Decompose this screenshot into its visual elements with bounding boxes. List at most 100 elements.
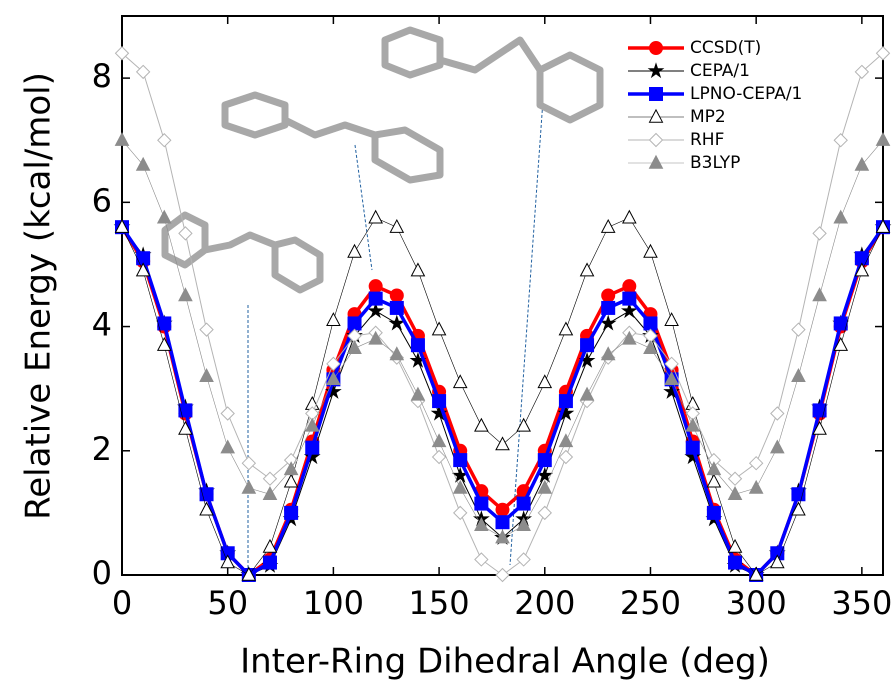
marker xyxy=(433,434,446,446)
marker xyxy=(221,407,234,420)
x-tick-label: 50 xyxy=(207,584,248,622)
y-tick-label: 4 xyxy=(92,306,112,344)
marker xyxy=(158,211,171,223)
y-tick-label: 0 xyxy=(92,554,112,592)
legend-entry: B3LYP xyxy=(628,153,740,173)
marker xyxy=(792,369,805,381)
marker xyxy=(650,110,663,122)
legend-label: CEPA/1 xyxy=(690,61,750,81)
marker xyxy=(623,280,636,293)
marker xyxy=(221,441,234,453)
legend-entry: CCSD(T) xyxy=(628,38,761,58)
legend-entry: CEPA/1 xyxy=(628,61,750,81)
marker xyxy=(792,488,805,501)
marker xyxy=(665,313,678,325)
marker xyxy=(200,369,213,381)
marker xyxy=(390,301,403,314)
y-tick-label: 6 xyxy=(92,181,112,219)
marker xyxy=(475,419,488,431)
marker xyxy=(369,292,382,305)
marker xyxy=(559,395,572,408)
marker xyxy=(517,553,530,566)
marker xyxy=(538,454,551,467)
marker xyxy=(644,317,657,330)
marker xyxy=(327,313,340,325)
marker xyxy=(538,481,551,493)
marker xyxy=(750,481,763,493)
marker xyxy=(411,388,424,400)
legend-entry: MP2 xyxy=(628,107,726,127)
legend-label: LPNO-CEPA/1 xyxy=(690,84,802,104)
x-tick-label: 0 xyxy=(112,584,132,622)
marker xyxy=(538,375,551,387)
marker xyxy=(834,317,847,330)
marker xyxy=(792,323,805,336)
marker xyxy=(116,133,129,145)
y-tick-label: 2 xyxy=(92,430,112,468)
marker xyxy=(158,317,171,330)
x-tick-label: 300 xyxy=(726,584,787,622)
marker xyxy=(771,407,784,420)
x-axis-label: Inter-Ring Dihedral Angle (deg) xyxy=(240,642,770,682)
legend-entry: LPNO-CEPA/1 xyxy=(628,84,802,104)
legend-label: CCSD(T) xyxy=(690,38,761,58)
molecule xyxy=(385,30,600,120)
marker xyxy=(179,288,192,300)
marker xyxy=(581,264,594,276)
marker xyxy=(390,220,403,232)
marker xyxy=(285,506,298,519)
marker xyxy=(650,156,663,168)
marker xyxy=(877,133,890,145)
marker xyxy=(242,457,255,470)
x-tick-label: 200 xyxy=(514,584,575,622)
marker xyxy=(834,134,847,147)
molecule-sketches xyxy=(165,30,600,290)
marker xyxy=(475,553,488,566)
y-tick-label: 8 xyxy=(92,57,112,95)
marker xyxy=(411,339,424,352)
marker xyxy=(623,211,636,223)
marker xyxy=(348,317,361,330)
marker xyxy=(581,339,594,352)
marker xyxy=(750,457,763,470)
marker xyxy=(650,42,663,55)
marker xyxy=(200,488,213,501)
marker xyxy=(496,437,509,449)
marker xyxy=(834,211,847,223)
marker xyxy=(475,497,488,510)
marker xyxy=(369,211,382,223)
marker xyxy=(813,288,826,300)
marker xyxy=(496,516,509,529)
legend-entry: RHF xyxy=(628,130,724,150)
marker xyxy=(650,134,663,147)
marker xyxy=(771,441,784,453)
marker xyxy=(454,454,467,467)
marker xyxy=(602,289,615,302)
marker xyxy=(496,569,509,582)
chart: Inter-Ring Dihedral Angle (deg) Relative… xyxy=(0,0,892,686)
marker xyxy=(179,227,192,240)
marker xyxy=(602,301,615,314)
marker xyxy=(517,497,530,510)
marker xyxy=(369,280,382,293)
molecule xyxy=(225,95,440,180)
marker xyxy=(263,556,276,569)
marker xyxy=(200,323,213,336)
x-tick-label: 350 xyxy=(831,584,892,622)
marker xyxy=(285,475,298,487)
marker xyxy=(454,481,467,493)
legend-label: B3LYP xyxy=(690,153,740,173)
marker xyxy=(538,506,551,519)
legend-label: MP2 xyxy=(690,107,726,127)
y-axis-label: Relative Energy (kcal/mol) xyxy=(19,72,59,520)
marker xyxy=(411,264,424,276)
marker xyxy=(158,134,171,147)
marker xyxy=(454,506,467,519)
marker xyxy=(559,434,572,446)
marker xyxy=(559,323,572,335)
x-tick-label: 150 xyxy=(409,584,470,622)
marker xyxy=(454,375,467,387)
marker xyxy=(649,64,663,77)
marker xyxy=(602,347,615,359)
marker xyxy=(496,503,509,516)
